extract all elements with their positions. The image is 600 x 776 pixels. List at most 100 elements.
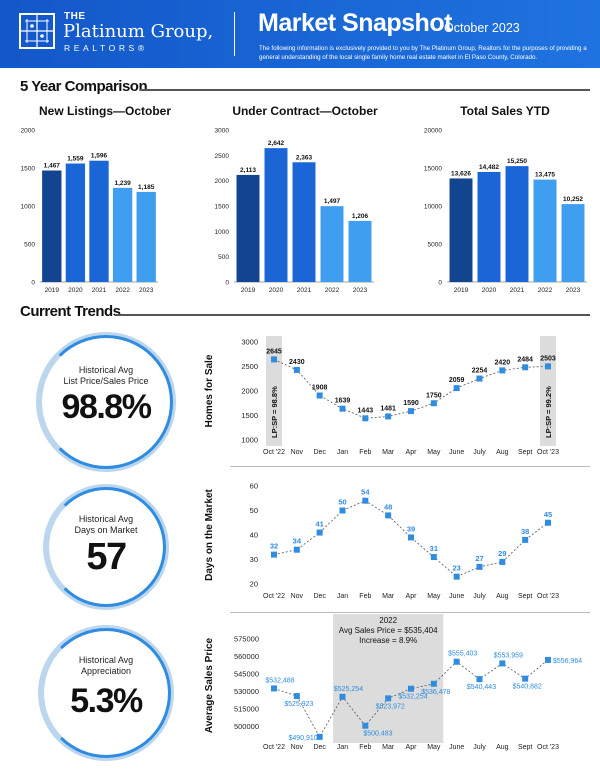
y-tick-label: 3000 xyxy=(215,128,230,135)
bar xyxy=(112,187,133,282)
x-tick-label: Feb xyxy=(359,744,371,751)
bar-value-label: 1,185 xyxy=(138,184,155,191)
x-tick-label: 2020 xyxy=(68,287,83,294)
band-label: LP:SP = 98.8% xyxy=(270,386,279,438)
x-tick-label: Apr xyxy=(406,449,418,456)
x-tick-label: Jan xyxy=(337,593,348,600)
y-tick-label: 2000 xyxy=(215,178,230,185)
data-label: 1481 xyxy=(380,405,396,412)
y-tick-label: 40 xyxy=(250,531,258,540)
bar xyxy=(505,166,529,282)
bar xyxy=(136,191,156,282)
logo-icon xyxy=(19,13,55,49)
x-tick-label: 2019 xyxy=(241,287,256,294)
x-tick-label: Aug xyxy=(496,593,509,600)
chart-title-under-contract: Under Contract—October xyxy=(232,104,378,118)
data-point xyxy=(385,512,392,519)
y-tick-label: 5000 xyxy=(428,242,443,249)
data-label: 34 xyxy=(293,537,302,546)
bar-value-label: 13,475 xyxy=(535,172,555,179)
x-tick-label: Dec xyxy=(313,744,326,751)
y-axis-title: Average Sales Price xyxy=(204,637,215,733)
stat-label-dom: Historical Avg Days on Market xyxy=(74,514,138,535)
data-point xyxy=(408,685,414,692)
section-rule xyxy=(140,89,590,91)
x-tick-label: Apr xyxy=(406,744,418,751)
chart-title-total-sales: Total Sales YTD xyxy=(460,104,550,118)
data-point xyxy=(293,546,300,553)
x-tick-label: 2019 xyxy=(45,287,60,294)
x-tick-label: Feb xyxy=(359,449,371,456)
x-tick-label: July xyxy=(473,449,486,456)
y-tick-label: 500 xyxy=(218,254,229,261)
y-tick-label: 0 xyxy=(225,280,229,287)
x-tick-label: 2023 xyxy=(566,287,581,294)
y-tick-label: 500000 xyxy=(234,722,259,731)
bar xyxy=(65,163,86,282)
bar-value-label: 14,482 xyxy=(479,164,499,171)
x-tick-label: 2023 xyxy=(353,287,368,294)
x-tick-label: Oct '22 xyxy=(263,593,285,600)
data-point xyxy=(545,363,551,370)
data-point xyxy=(362,722,369,729)
data-point xyxy=(522,364,529,371)
y-tick-label: 2500 xyxy=(241,362,258,371)
data-label: $556,964 xyxy=(553,658,582,665)
x-tick-label: June xyxy=(449,449,464,456)
y-axis-title: Days on the Market xyxy=(204,488,215,580)
y-tick-label: 15000 xyxy=(424,166,442,173)
highlight-band xyxy=(333,614,444,743)
highlight-band xyxy=(540,336,556,446)
bar xyxy=(236,174,260,282)
bar xyxy=(348,220,372,282)
data-label: 23 xyxy=(452,564,460,573)
x-tick-label: July xyxy=(473,593,486,600)
y-tick-label: 1000 xyxy=(21,204,36,211)
x-tick-label: Nov xyxy=(291,449,304,456)
data-point xyxy=(339,507,346,514)
data-label: $525,254 xyxy=(334,686,363,693)
bar-value-label: 15,250 xyxy=(507,158,527,165)
bar-value-label: 2,363 xyxy=(296,154,313,161)
data-label: 1443 xyxy=(358,407,374,414)
chart-title-new-listings: New Listings—October xyxy=(38,104,172,118)
page-title: Market Snapshot xyxy=(258,9,452,37)
data-point xyxy=(408,408,414,415)
x-tick-label: 2020 xyxy=(482,287,497,294)
stat-circle-appreciation xyxy=(38,625,174,761)
data-label: 1590 xyxy=(403,400,419,407)
bar xyxy=(264,148,288,282)
section-rule xyxy=(116,314,590,316)
bar xyxy=(561,204,585,282)
y-tick-label: 1500 xyxy=(215,204,230,211)
data-label: 32 xyxy=(270,542,278,551)
bar-value-label: 1,559 xyxy=(67,156,84,163)
y-axis-title: Homes for Sale xyxy=(204,354,215,427)
bar-value-label: 2,113 xyxy=(240,167,256,174)
y-tick-label: 545000 xyxy=(234,669,259,678)
data-point xyxy=(271,685,277,692)
x-tick-label: July xyxy=(473,744,486,751)
y-tick-label: 530000 xyxy=(234,687,259,696)
x-tick-label: May xyxy=(427,593,441,600)
data-label: 29 xyxy=(498,549,506,558)
annotation-year: 2022 xyxy=(379,616,397,625)
data-label: 39 xyxy=(407,524,415,533)
x-tick-label: 2021 xyxy=(510,287,525,294)
data-label: 2645 xyxy=(266,348,282,355)
x-tick-label: June xyxy=(449,744,464,751)
data-point xyxy=(522,675,529,682)
stat-label-appreciation: Historical Avg Appreciation xyxy=(78,655,134,676)
x-tick-label: Oct '22 xyxy=(263,744,285,751)
data-point xyxy=(499,660,506,667)
data-point xyxy=(408,534,414,541)
x-tick-label: Nov xyxy=(291,744,304,751)
data-label: 27 xyxy=(475,554,483,563)
y-tick-label: 60 xyxy=(250,482,258,491)
x-tick-label: Oct '23 xyxy=(537,744,559,751)
data-point xyxy=(430,554,437,561)
data-point xyxy=(453,573,460,580)
